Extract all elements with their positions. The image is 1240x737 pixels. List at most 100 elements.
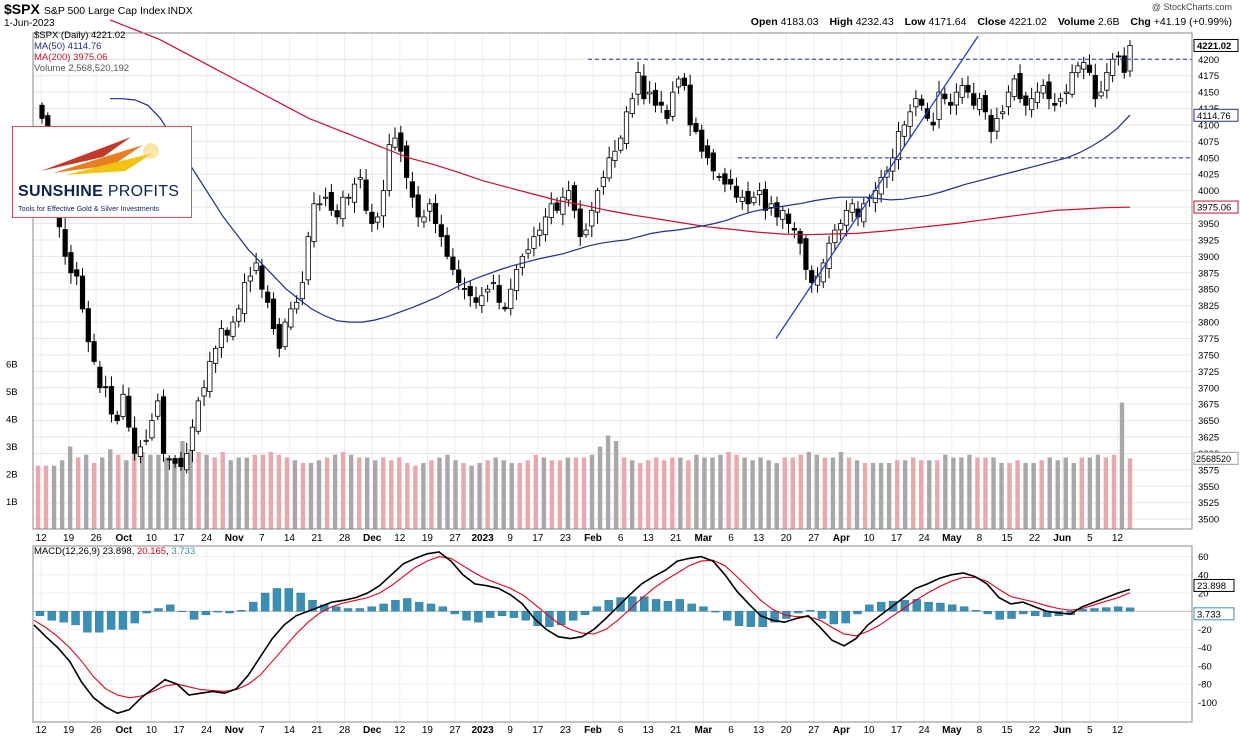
macd-hist-bar [497, 611, 507, 616]
candle-body [542, 216, 549, 235]
time-tick-label: 10 [863, 533, 875, 544]
candle-body [635, 72, 641, 95]
chart-title: $SPX S&P 500 Large Cap Index INDX [4, 1, 193, 17]
macd-hist-bar [118, 611, 128, 630]
candle-body [461, 288, 468, 290]
chg-label: Chg [1130, 16, 1151, 28]
price-tick-label: 3675 [1198, 400, 1219, 411]
time-tick-label: Oct [115, 725, 132, 736]
candle-body [1011, 78, 1017, 97]
time-tick-label: 6 [618, 533, 624, 544]
candle-body [68, 252, 74, 274]
candle-body [126, 395, 132, 428]
volume-bar [894, 460, 900, 529]
time-tick-label: 24 [201, 533, 213, 544]
time-tick-label: Jun [1053, 533, 1071, 544]
macd-line [33, 551, 1131, 715]
volume-bar [405, 463, 410, 529]
time-tick-label: 12 [35, 533, 47, 544]
macd-hist-bar [829, 611, 839, 625]
candle-body [1017, 73, 1023, 100]
volume-bar [678, 457, 683, 529]
price-label-box [1193, 108, 1239, 122]
macd-label-text: 23.898 [1197, 581, 1226, 592]
time-tick-label: Nov [225, 725, 244, 736]
macd-label: MACD(12,26,9) [34, 546, 100, 557]
macd-hist-bar [924, 601, 933, 612]
time-tick-label: 7 [259, 533, 265, 544]
time-tick-label: 22 [1029, 533, 1041, 544]
time-tick-label: 10 [146, 533, 158, 544]
volume-label-box [1193, 451, 1239, 465]
brand-link[interactable]: @ StockCharts.com [1151, 2, 1232, 12]
price-tick-label: 4200 [1198, 55, 1219, 66]
price-tick-label: 3575 [1198, 465, 1219, 476]
time-tick-label: 13 [643, 533, 655, 544]
macd-hist-bar [876, 601, 886, 612]
time-tick-label: 12 [1112, 725, 1124, 736]
time-tick-label: 13 [643, 725, 655, 736]
volume-bar [1039, 460, 1044, 529]
high-value: 4232.43 [855, 16, 894, 28]
index-name: S&P 500 Large Cap Index [43, 5, 166, 17]
candle-body [600, 177, 606, 188]
macd-hist-bar [438, 606, 448, 612]
macd-hist-bar [35, 611, 45, 616]
time-tick-label: 17 [532, 533, 544, 544]
candle-body [108, 386, 115, 415]
volume-bar [445, 454, 450, 529]
candle-body [467, 286, 473, 297]
candle-body [1040, 85, 1046, 94]
candle-body [1092, 74, 1098, 100]
candle-body [357, 177, 363, 180]
candle-body [531, 236, 537, 249]
macd-hist-bar [663, 601, 673, 612]
candle-body [618, 137, 624, 151]
volume-bar [646, 460, 651, 529]
volume-bar [509, 463, 514, 529]
candle-body [554, 202, 560, 211]
candle-body [1000, 111, 1006, 115]
candle-body [189, 426, 196, 451]
time-tick-label: Jun [1053, 725, 1071, 736]
volume-bar [806, 452, 812, 529]
candle-body [1034, 91, 1041, 103]
volume-bar [236, 457, 241, 529]
price-tick-label: 3650 [1198, 416, 1219, 427]
macd-hist-bar [154, 608, 163, 612]
macd-hist-bar [177, 611, 187, 612]
rising-trend-line [775, 35, 979, 339]
volume-bar [1063, 457, 1068, 529]
volume-bar [919, 460, 924, 529]
candle-body [427, 203, 433, 212]
volume-bar [935, 460, 940, 529]
macd-hist-bar [699, 606, 708, 612]
macd-hist-bar [426, 603, 436, 612]
macd-hist-bar [817, 611, 827, 619]
candle-body [537, 229, 543, 236]
candle-body [953, 91, 959, 106]
candle-body [594, 190, 601, 213]
candle-body [797, 231, 803, 244]
time-tick-label: 27 [808, 725, 820, 736]
macd-hist-bar [284, 588, 294, 612]
volume-bar [276, 454, 282, 529]
candle-body [930, 121, 936, 126]
candle-body [502, 306, 508, 310]
volume-bar [196, 452, 201, 529]
price-tick-label: 4100 [1198, 120, 1219, 131]
candle-body [334, 210, 340, 218]
macd-hist-bar [47, 611, 57, 621]
candle-body [317, 203, 323, 206]
volume-bar [373, 460, 378, 529]
macd-hist-bar [95, 611, 104, 633]
price-tick-label: 4050 [1198, 153, 1219, 164]
volume-bar [365, 457, 370, 529]
candle-body [508, 288, 514, 309]
time-tick-label: 13 [753, 725, 765, 736]
time-tick-label: Feb [584, 725, 602, 736]
symbol: $SPX [4, 1, 40, 17]
candle-body [780, 209, 786, 220]
volume-bar [116, 454, 121, 529]
volume-bar [244, 457, 249, 529]
